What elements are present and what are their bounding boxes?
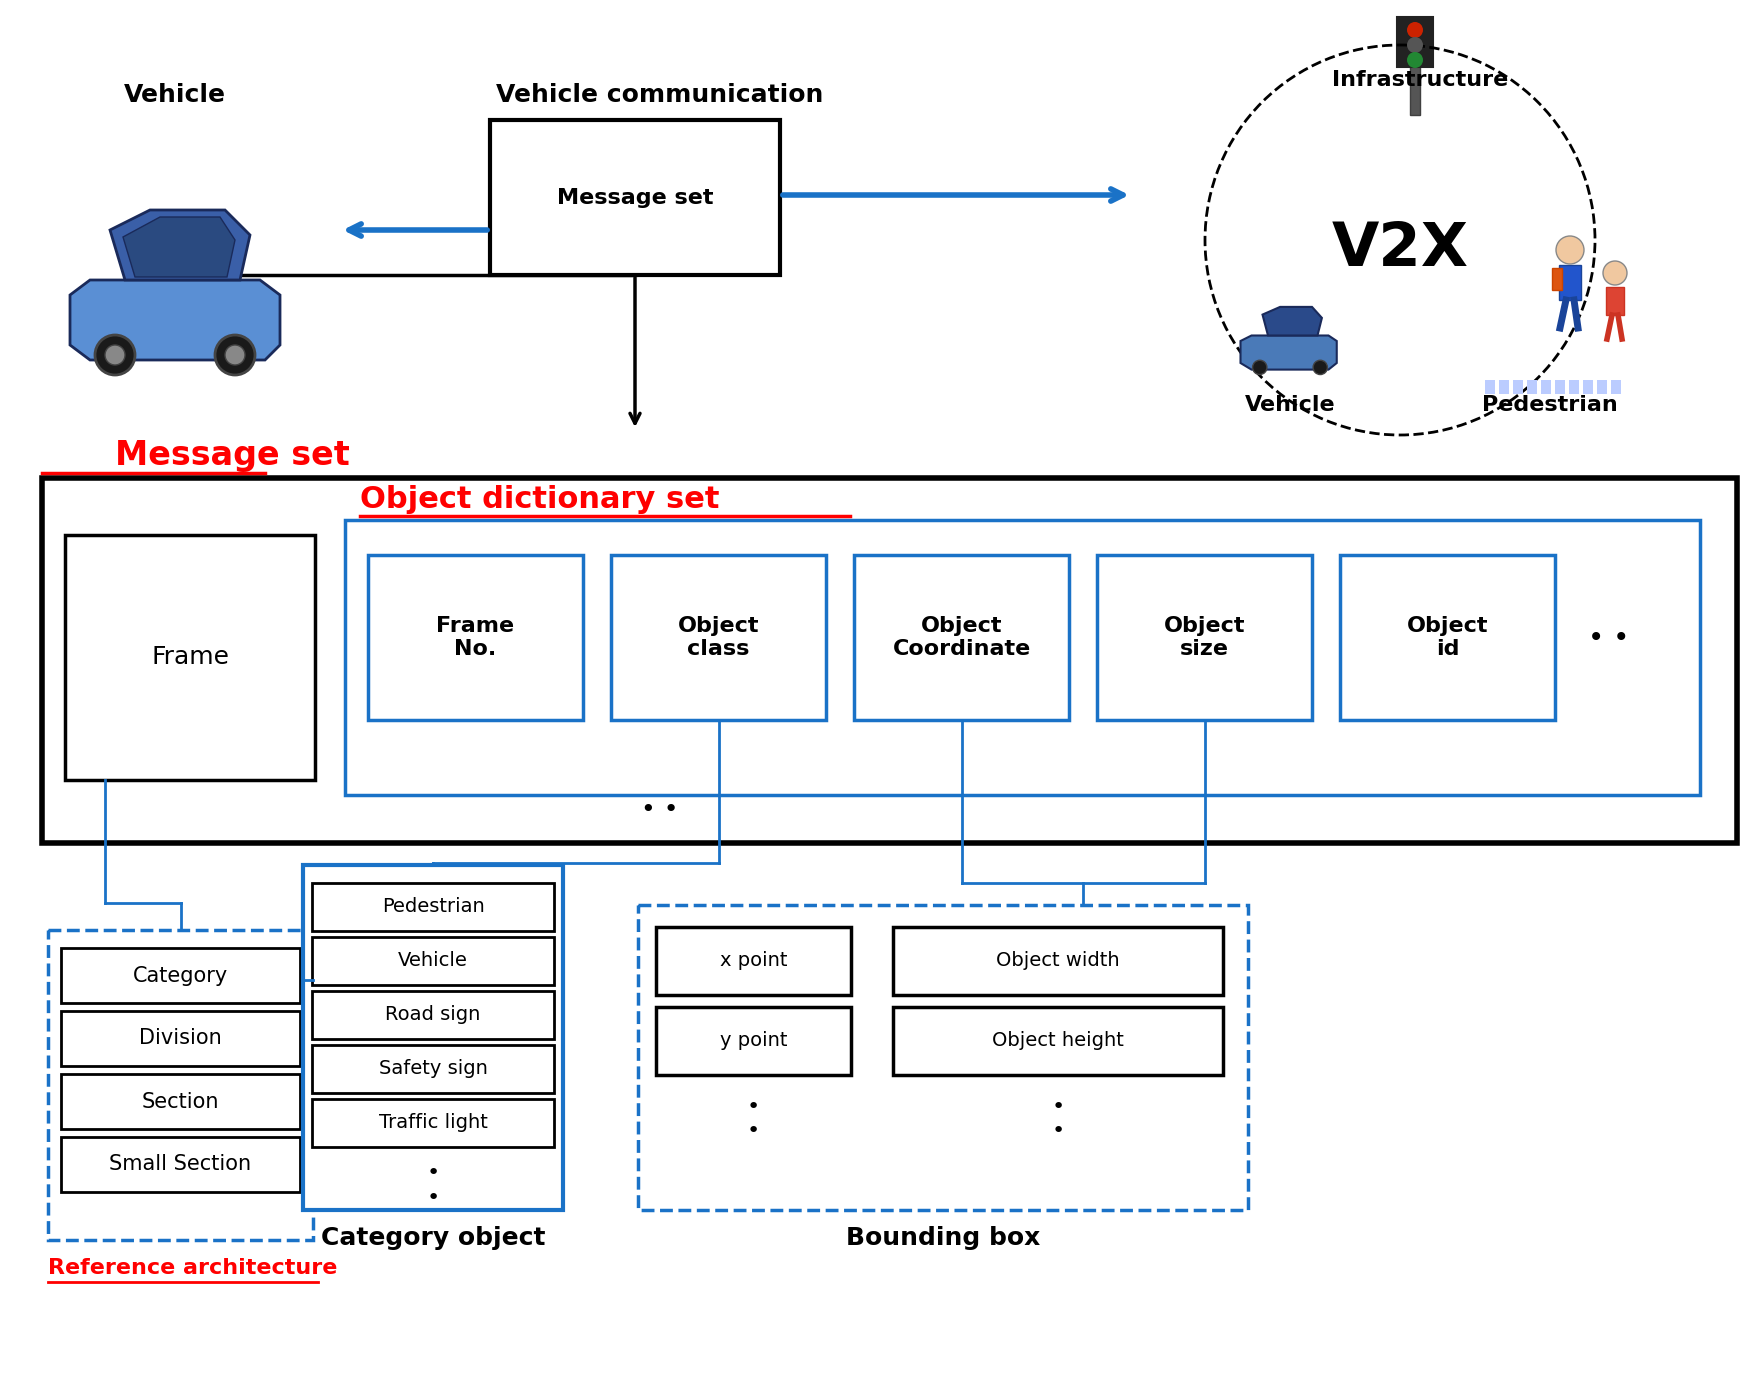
Text: Object height: Object height xyxy=(992,1032,1125,1050)
Text: Vehicle: Vehicle xyxy=(398,951,468,971)
Text: • •: • • xyxy=(1587,624,1629,652)
Bar xyxy=(491,121,780,275)
Text: Section: Section xyxy=(142,1092,219,1111)
Text: •: • xyxy=(1051,1121,1065,1142)
Circle shape xyxy=(1556,236,1584,264)
Text: • •: • • xyxy=(641,798,678,822)
Bar xyxy=(1584,380,1593,394)
Text: Pedestrian: Pedestrian xyxy=(382,897,484,917)
Text: Vehicle: Vehicle xyxy=(124,83,226,107)
Bar xyxy=(61,1074,300,1129)
Bar xyxy=(1556,380,1565,394)
Polygon shape xyxy=(1240,336,1337,369)
Bar xyxy=(611,555,825,720)
Bar xyxy=(1340,555,1556,720)
Text: •: • xyxy=(1051,1097,1065,1117)
Text: •: • xyxy=(426,1189,440,1208)
Text: Division: Division xyxy=(138,1029,223,1049)
Bar xyxy=(853,555,1069,720)
Text: Infrastructure: Infrastructure xyxy=(1332,69,1508,90)
Text: Object
Coordinate: Object Coordinate xyxy=(892,616,1030,659)
Polygon shape xyxy=(110,209,251,280)
Bar xyxy=(1500,380,1508,394)
Text: Message set: Message set xyxy=(557,187,713,208)
Text: y point: y point xyxy=(720,1032,787,1050)
Bar xyxy=(894,927,1223,994)
Text: •: • xyxy=(746,1121,760,1142)
Text: Message set: Message set xyxy=(116,438,350,472)
Bar xyxy=(1552,268,1563,290)
Polygon shape xyxy=(123,216,235,277)
Text: Category object: Category object xyxy=(321,1226,545,1250)
Bar xyxy=(312,1044,554,1093)
Bar xyxy=(638,904,1247,1209)
Bar xyxy=(1542,380,1551,394)
Text: •: • xyxy=(746,1097,760,1117)
Text: Small Section: Small Section xyxy=(109,1154,252,1175)
Bar xyxy=(303,865,562,1209)
Bar xyxy=(1612,380,1621,394)
Bar xyxy=(1486,380,1494,394)
Text: Bounding box: Bounding box xyxy=(846,1226,1041,1250)
Bar xyxy=(345,520,1699,795)
Bar xyxy=(1607,287,1624,315)
Bar xyxy=(312,990,554,1039)
Text: Frame: Frame xyxy=(151,645,230,670)
Bar xyxy=(1410,65,1421,115)
Text: Object width: Object width xyxy=(997,951,1120,971)
Bar xyxy=(1559,265,1580,300)
Bar xyxy=(312,884,554,931)
Bar xyxy=(312,938,554,985)
Circle shape xyxy=(1603,261,1628,284)
Bar xyxy=(368,555,583,720)
Bar xyxy=(47,931,314,1240)
Circle shape xyxy=(95,336,135,374)
Bar xyxy=(1514,380,1522,394)
Text: Object dictionary set: Object dictionary set xyxy=(359,485,720,515)
Text: Object
size: Object size xyxy=(1163,616,1246,659)
Polygon shape xyxy=(70,280,280,361)
Text: Vehicle communication: Vehicle communication xyxy=(496,83,823,107)
Circle shape xyxy=(1407,22,1423,37)
Bar xyxy=(1528,380,1537,394)
Bar xyxy=(1598,380,1607,394)
Bar xyxy=(61,1011,300,1067)
Circle shape xyxy=(105,345,124,365)
Bar xyxy=(61,1137,300,1191)
Bar xyxy=(894,1007,1223,1075)
Bar xyxy=(1570,380,1579,394)
Text: Reference architecture: Reference architecture xyxy=(47,1258,338,1277)
Text: Traffic light: Traffic light xyxy=(378,1114,487,1133)
Text: Frame
No.: Frame No. xyxy=(436,616,515,659)
Circle shape xyxy=(224,345,245,365)
Bar xyxy=(42,479,1736,843)
Bar xyxy=(65,535,315,779)
Bar xyxy=(312,1099,554,1147)
Circle shape xyxy=(215,336,256,374)
Text: Object
class: Object class xyxy=(678,616,759,659)
Text: Vehicle: Vehicle xyxy=(1244,395,1335,415)
Text: •: • xyxy=(426,1164,440,1183)
Text: Road sign: Road sign xyxy=(385,1006,480,1025)
Bar xyxy=(655,1007,851,1075)
Text: Pedestrian: Pedestrian xyxy=(1482,395,1617,415)
Bar xyxy=(1396,17,1433,67)
Bar xyxy=(1097,555,1312,720)
Text: x point: x point xyxy=(720,951,787,971)
Bar xyxy=(655,927,851,994)
Bar xyxy=(61,947,300,1003)
Text: Category: Category xyxy=(133,965,228,986)
Circle shape xyxy=(1407,51,1423,68)
Text: V2X: V2X xyxy=(1332,221,1468,280)
Polygon shape xyxy=(1263,307,1323,336)
Circle shape xyxy=(1312,361,1328,374)
Circle shape xyxy=(1253,361,1267,374)
Text: Object
id: Object id xyxy=(1407,616,1487,659)
Text: Safety sign: Safety sign xyxy=(378,1060,487,1079)
Circle shape xyxy=(1407,37,1423,53)
